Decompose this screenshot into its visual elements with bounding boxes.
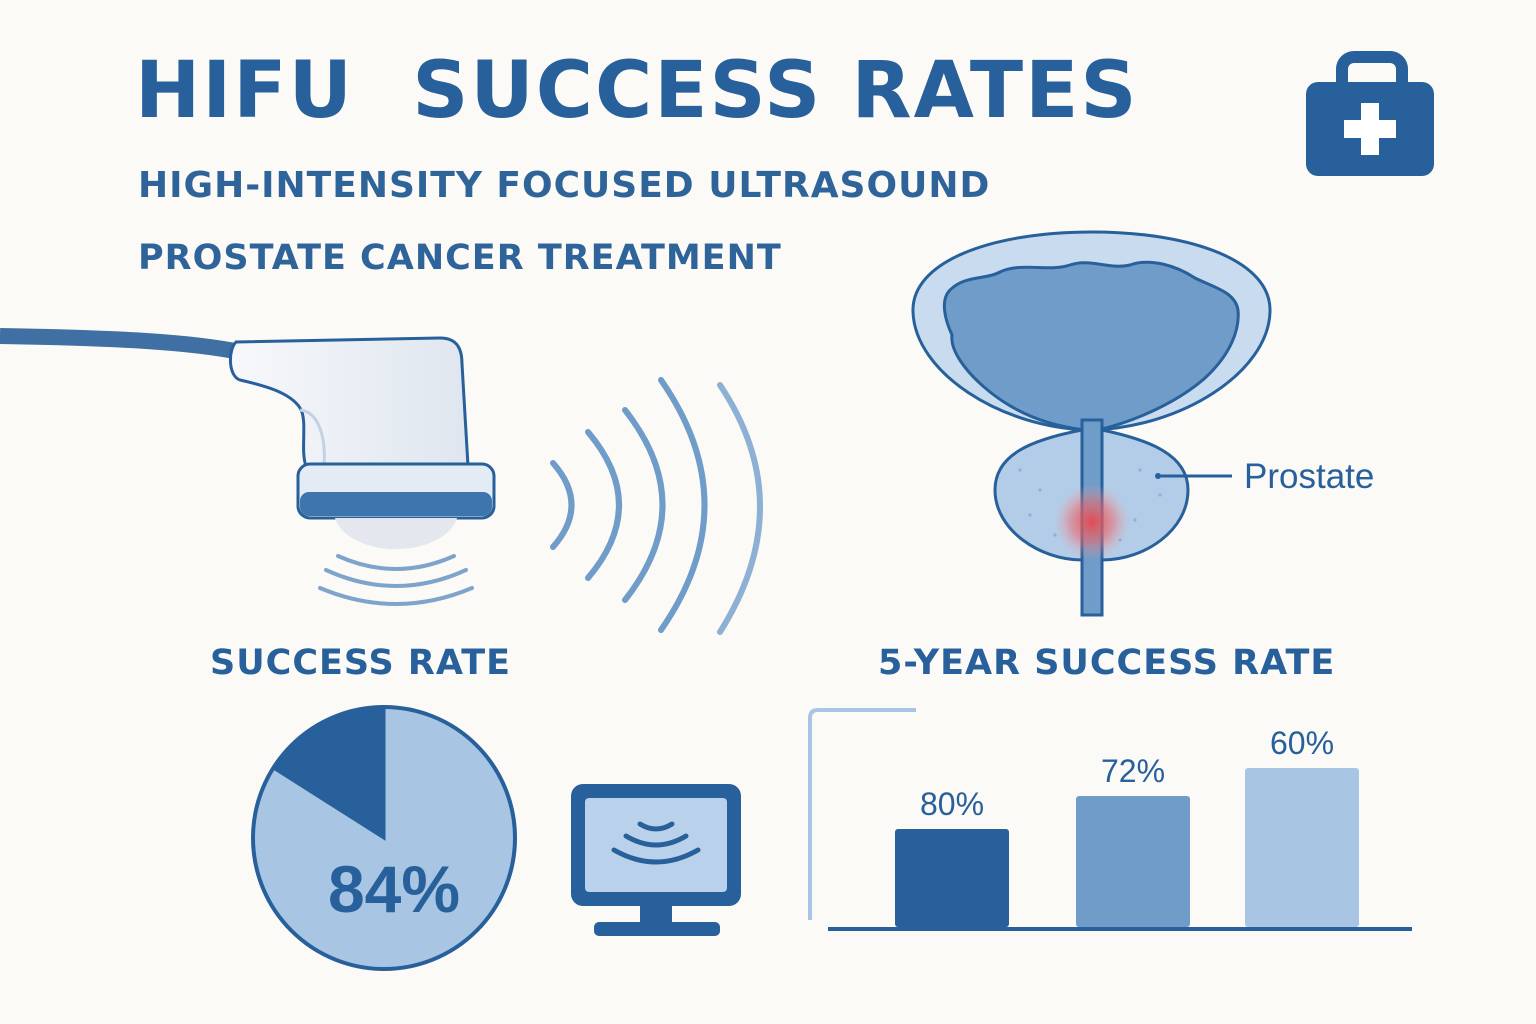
- bar-1: [895, 829, 1009, 927]
- pie-outline: [251, 705, 517, 971]
- prostate-label: Prostate: [1244, 457, 1374, 496]
- bar-data-label-3: 60%: [1270, 725, 1334, 761]
- pie-data-label: 84%: [328, 852, 460, 926]
- monitor-icon: [571, 784, 741, 936]
- bar-data-label-2: 72%: [1101, 753, 1165, 789]
- bar-2: [1076, 796, 1190, 927]
- bar-3: [1245, 768, 1359, 927]
- pie-chart-title: SUCCESS RATE: [210, 643, 512, 683]
- prostate-illustration: [911, 230, 1272, 617]
- bar-chart-title: 5-YEAR SUCCESS RATE: [878, 643, 1336, 683]
- page-subtitle: HIGH-INTENSITY FOCUSED ULTRASOUND: [138, 165, 991, 206]
- bar-chart: 80% 72% 60%: [808, 708, 1412, 931]
- page-subtitle-secondary: PROSTATE CANCER TREATMENT: [138, 238, 782, 278]
- ultrasound-probe-icon: [0, 328, 496, 606]
- bar-data-label-1: 80%: [920, 786, 984, 822]
- medical-kit-icon: [1306, 51, 1434, 176]
- page-title: HIFU SUCCESS RATES: [135, 46, 1139, 136]
- pie-chart: 84%: [251, 705, 517, 971]
- ultrasound-waves-icon: [550, 377, 763, 635]
